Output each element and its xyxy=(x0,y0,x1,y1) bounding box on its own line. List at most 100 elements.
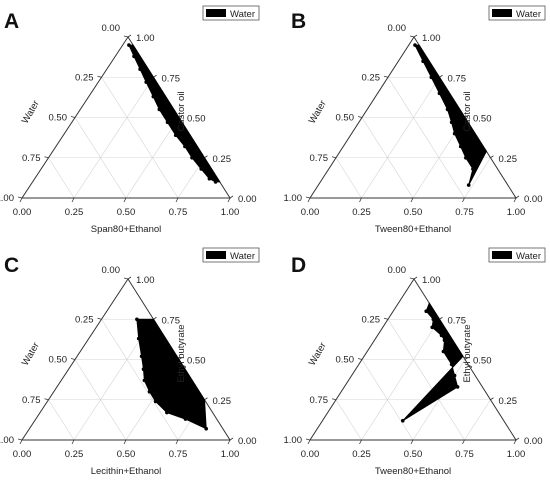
data-point xyxy=(138,67,142,71)
axis-title-right: Ethyl butyrate xyxy=(462,324,473,382)
axis-title-left: Water xyxy=(307,99,329,126)
tick-label-right: 1.00 xyxy=(422,275,441,286)
tick-label-top: 0.00 xyxy=(388,23,407,34)
panel-label: D xyxy=(291,254,306,277)
tick-mark-bottom xyxy=(462,197,465,203)
tick-mark-right xyxy=(178,115,183,118)
tick-label-left: 0.25 xyxy=(362,72,381,83)
tick-label-left: 1.00 xyxy=(284,193,303,204)
legend: Water xyxy=(488,247,546,263)
tick-label-right: 0.25 xyxy=(499,154,518,165)
tick-mark-left xyxy=(383,317,389,320)
tick-mark-left xyxy=(305,196,311,199)
grid-line-water xyxy=(48,399,75,441)
tick-label-left: 0.25 xyxy=(75,72,94,83)
tick-mark-bottom xyxy=(513,197,517,203)
data-point xyxy=(207,176,212,181)
tick-label-left: 0.75 xyxy=(22,395,41,406)
grid-line-water xyxy=(335,399,362,441)
grid-line-surfactant xyxy=(412,359,466,441)
tick-mark-bottom xyxy=(410,197,414,203)
ternary-panel-b: 0.25 0.50 0.75 1.00 0.00 1.00 0.75 0.50 0.25 0.00… xyxy=(284,5,546,235)
data-point xyxy=(466,183,471,187)
tick-mark-right xyxy=(127,34,132,38)
legend-label: Water xyxy=(230,9,255,20)
tick-mark-bottom xyxy=(19,439,23,445)
tick-label-top: 0.00 xyxy=(102,265,121,276)
data-point xyxy=(142,378,147,383)
tick-mark-right xyxy=(413,34,418,38)
tick-mark-bottom xyxy=(123,197,127,203)
axis-title-right: Castor oil xyxy=(176,91,187,131)
tick-mark-bottom xyxy=(71,439,75,445)
tick-mark-left xyxy=(123,277,129,280)
ternary-panel-a: 0.25 0.50 0.75 1.00 0.00 1.00 0.75 0.50 0.25 0.00… xyxy=(0,5,260,235)
panel-label: C xyxy=(4,254,19,277)
ternary-panel-c: 0.25 0.50 0.75 1.00 0.00 1.00 0.75 0.50 0.25 0.00… xyxy=(0,247,260,477)
tick-mark-right xyxy=(439,316,443,320)
grid-line-surfactant xyxy=(125,117,180,199)
tick-label-right: 1.00 xyxy=(136,33,155,44)
data-point xyxy=(455,385,460,389)
grid-line-surfactant xyxy=(361,77,440,199)
tick-mark-right xyxy=(439,74,443,78)
tick-mark-left xyxy=(17,196,23,199)
tick-label-bottom: 0.50 xyxy=(404,207,423,218)
grid-line-water xyxy=(387,319,465,441)
axis-title-right: Castor oil xyxy=(462,91,473,131)
data-point xyxy=(439,333,444,338)
tick-mark-right xyxy=(127,276,132,280)
data-point xyxy=(144,80,148,84)
panel-label: B xyxy=(291,10,306,33)
data-point xyxy=(147,389,152,394)
tick-label-left: 0.75 xyxy=(310,395,329,406)
tick-label-bottom: 0.00 xyxy=(301,207,320,218)
tick-label-right: 0.25 xyxy=(213,396,232,407)
tick-mark-left xyxy=(357,116,363,118)
tick-label-right: 0.50 xyxy=(187,114,206,125)
tick-label-bottom: 0.25 xyxy=(352,449,371,460)
tick-label-bottom: 0.25 xyxy=(65,449,84,460)
tick-label-bottom: 1.00 xyxy=(507,207,526,218)
grid-line-water xyxy=(101,319,179,441)
panel-label: A xyxy=(4,10,19,33)
tick-mark-bottom xyxy=(359,439,362,445)
tick-label-bottom: 0.75 xyxy=(169,207,188,218)
legend-swatch xyxy=(492,251,512,259)
tick-mark-right xyxy=(229,195,234,199)
data-point xyxy=(157,107,162,112)
legend-label: Water xyxy=(230,251,255,262)
phase-region xyxy=(136,318,207,430)
data-point xyxy=(424,309,429,314)
axis-title-bottom: Span80+Ethanol xyxy=(91,224,162,235)
tick-label-top: 0.00 xyxy=(102,23,121,34)
grid-line-water xyxy=(74,359,127,441)
tick-mark-bottom xyxy=(227,197,231,203)
tick-mark-right xyxy=(204,397,208,401)
tick-label-bottom: 0.25 xyxy=(352,207,371,218)
axis-title-bottom: Tween80+Ethanol xyxy=(375,224,451,235)
data-point xyxy=(132,54,136,59)
tick-label-bottom: 1.00 xyxy=(221,449,240,460)
data-point xyxy=(127,43,131,47)
tick-mark-bottom xyxy=(359,197,362,203)
axis-title-left: Water xyxy=(20,341,42,368)
tick-mark-bottom xyxy=(410,439,414,445)
legend: Water xyxy=(488,5,546,21)
tick-mark-right xyxy=(204,155,208,159)
grid-line-water xyxy=(335,157,362,199)
grid-line-surfactant xyxy=(361,319,440,441)
data-point xyxy=(413,43,417,47)
grid-line-water xyxy=(74,117,127,199)
axis-title-left: Water xyxy=(307,341,329,368)
tick-mark-bottom xyxy=(513,439,517,445)
data-point xyxy=(165,410,169,415)
tick-mark-bottom xyxy=(307,197,311,203)
data-point xyxy=(151,94,156,99)
tick-mark-bottom xyxy=(227,439,231,445)
tick-label-left: 0.50 xyxy=(336,113,355,124)
tick-mark-right xyxy=(413,276,418,280)
grid-line-water xyxy=(361,359,414,441)
legend-swatch xyxy=(492,9,512,17)
data-point xyxy=(165,120,170,125)
